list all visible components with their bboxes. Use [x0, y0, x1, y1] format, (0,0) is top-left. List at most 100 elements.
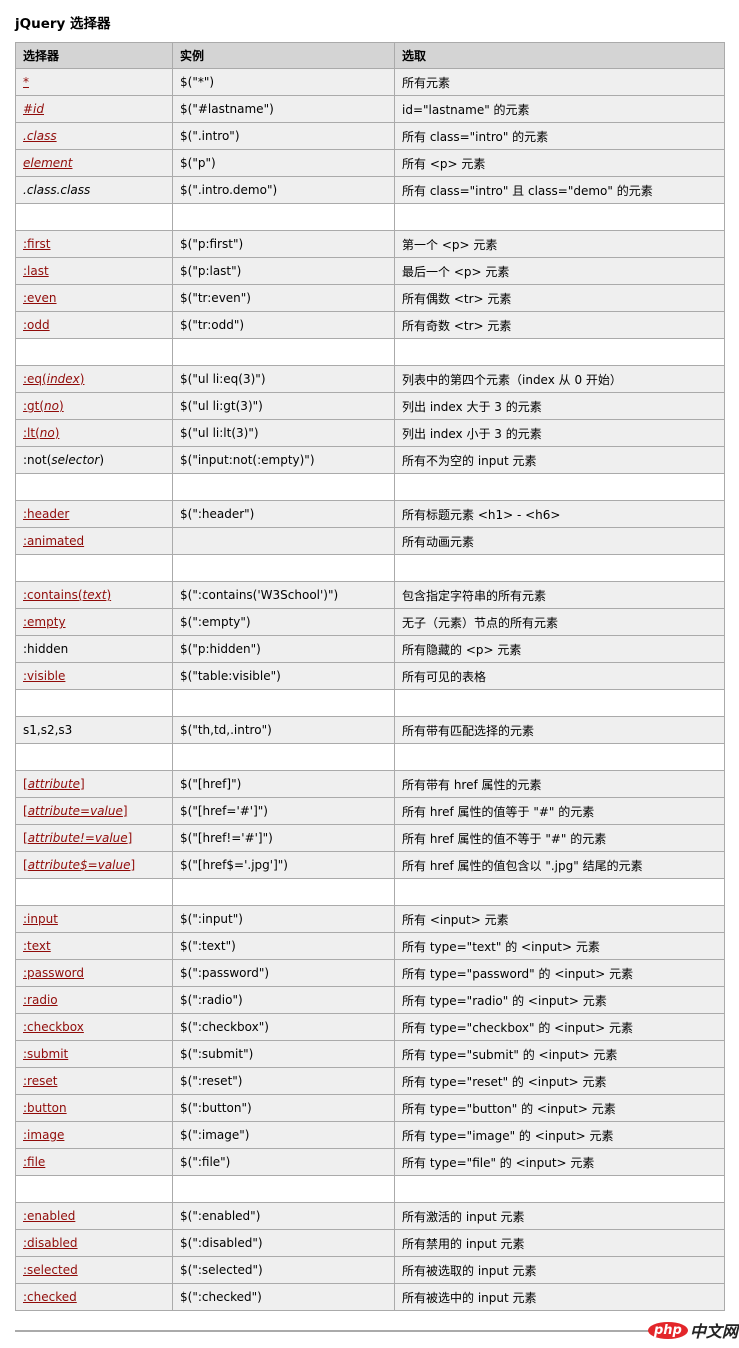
table-row: :eq(index) $("ul li:eq(3)") 列表中的第四个元素（inde… — [15, 365, 725, 393]
selector-link[interactable]: :lt(no) — [23, 426, 59, 440]
selector-link[interactable]: :reset — [23, 1074, 57, 1088]
selector-link[interactable]: :visible — [23, 669, 65, 683]
selector-cell: :enabled — [15, 1202, 173, 1230]
selector-link[interactable]: :last — [23, 264, 49, 278]
empty-cell — [15, 554, 173, 582]
selector-link[interactable]: :radio — [23, 993, 58, 1007]
selector-link[interactable]: :selected — [23, 1263, 78, 1277]
selector-link[interactable]: :file — [23, 1155, 45, 1169]
selector-link[interactable]: :submit — [23, 1047, 68, 1061]
table-row: :contains(text) $(":contains('W3School')"… — [15, 581, 725, 609]
selector-link[interactable]: :enabled — [23, 1209, 75, 1223]
selector-link[interactable]: :eq(index) — [23, 372, 84, 386]
example-cell: $("p:first") — [172, 230, 395, 258]
selector-link[interactable]: :first — [23, 237, 51, 251]
selector-pre: :first — [23, 237, 51, 251]
selector-link[interactable]: * — [23, 75, 29, 89]
selector-pre: [ — [23, 858, 28, 872]
empty-cell — [15, 1175, 173, 1203]
selector-link[interactable]: :gt(no) — [23, 399, 64, 413]
selector-link[interactable]: #id — [23, 102, 44, 116]
selector-link[interactable]: :even — [23, 291, 57, 305]
empty-cell — [172, 554, 395, 582]
selector-cell: :password — [15, 959, 173, 987]
table-row: :disabled $(":disabled") 所有禁用的 input 元素 — [15, 1229, 725, 1257]
selector-link[interactable]: :disabled — [23, 1236, 78, 1250]
selector-cell: element — [15, 149, 173, 177]
table-row: :hidden $("p:hidden") 所有隐藏的 <p> 元素 — [15, 635, 725, 663]
table-row: :text $(":text") 所有 type="text" 的 <input> … — [15, 932, 725, 960]
selector-pre: :password — [23, 966, 85, 980]
example-cell: $(":contains('W3School')") — [172, 581, 395, 609]
selector-cell: :radio — [15, 986, 173, 1014]
table-row: :enabled $(":enabled") 所有激活的 input 元素 — [15, 1202, 725, 1230]
selector-param: index — [46, 372, 80, 386]
empty-cell — [172, 473, 395, 501]
selector-link[interactable]: [attribute=value] — [23, 804, 128, 818]
selector-link[interactable]: :contains(text) — [23, 588, 111, 602]
selector-link[interactable]: :image — [23, 1128, 64, 1142]
selector-cell: :eq(index) — [15, 365, 173, 393]
example-cell: $("th,td,.intro") — [172, 716, 395, 744]
example-cell: $(":checkbox") — [172, 1013, 395, 1041]
selector-cell: [attribute=value] — [15, 797, 173, 825]
example-cell: $(":input") — [172, 905, 395, 933]
selector-param: attribute — [27, 777, 81, 791]
php-cn-logo: php 中文网 — [648, 1318, 738, 1342]
selector-pre: :not( — [23, 453, 52, 467]
selector-pre: :input — [23, 912, 58, 926]
empty-cell — [394, 203, 725, 231]
empty-cell — [172, 878, 395, 906]
selector-link[interactable]: :checkbox — [23, 1020, 84, 1034]
selector-param: text — [82, 588, 107, 602]
empty-cell — [15, 689, 173, 717]
example-cell: $(":selected") — [172, 1256, 395, 1284]
example-cell: $(":image") — [172, 1121, 395, 1149]
selector-link[interactable]: :password — [23, 966, 84, 980]
table-row: [attribute=value] $("[href='#']") 所有 href … — [15, 797, 725, 825]
selector-link[interactable]: element — [23, 156, 72, 170]
selector-link[interactable]: [attribute] — [23, 777, 85, 791]
selector-link[interactable]: :text — [23, 939, 51, 953]
empty-cell — [15, 473, 173, 501]
description-cell: 所有 type="reset" 的 <input> 元素 — [394, 1067, 725, 1095]
selector-link[interactable]: [attribute!=value] — [23, 831, 132, 845]
selector-cell: * — [15, 68, 173, 96]
selector-link[interactable]: :button — [23, 1101, 67, 1115]
selector-link[interactable]: .class — [23, 129, 57, 143]
selector-pre: :lt( — [23, 426, 40, 440]
selector-pre: :contains( — [23, 588, 83, 602]
description-cell: 所有元素 — [394, 68, 725, 96]
selector-post: ) — [79, 372, 85, 386]
empty-cell — [172, 338, 395, 366]
spacer-row — [15, 743, 725, 771]
example-cell: $("p") — [172, 149, 395, 177]
selector-link[interactable]: :odd — [23, 318, 50, 332]
selector-link[interactable]: :checked — [23, 1290, 77, 1304]
selector-cell: :empty — [15, 608, 173, 636]
selector-pre: :disabled — [23, 1236, 78, 1250]
selector-cell: :submit — [15, 1040, 173, 1068]
description-cell: 列出 index 大于 3 的元素 — [394, 392, 725, 420]
selector-pre: :header — [23, 507, 70, 521]
spacer-row — [15, 878, 725, 906]
table-header: 选择器 实例 选取 — [15, 42, 725, 69]
selector-pre: :last — [23, 264, 49, 278]
selector-link[interactable]: [attribute$=value] — [23, 858, 135, 872]
selector-cell: [attribute$=value] — [15, 851, 173, 879]
selector-link[interactable]: :header — [23, 507, 69, 521]
selector-pre: :odd — [23, 318, 50, 332]
selector-link[interactable]: :input — [23, 912, 58, 926]
selector-pre: s1,s2,s3 — [23, 723, 73, 737]
table-row: :image $(":image") 所有 type="image" 的 <inpu… — [15, 1121, 725, 1149]
table-row: :even $("tr:even") 所有偶数 <tr> 元素 — [15, 284, 725, 312]
example-cell: $(":checked") — [172, 1283, 395, 1311]
empty-cell — [394, 1175, 725, 1203]
header-selector: 选择器 — [15, 42, 173, 69]
empty-cell — [394, 689, 725, 717]
empty-cell — [15, 203, 173, 231]
selector-link[interactable]: :empty — [23, 615, 66, 629]
selector-param: element — [23, 156, 73, 170]
selector-link[interactable]: :animated — [23, 534, 84, 548]
spacer-row — [15, 473, 725, 501]
